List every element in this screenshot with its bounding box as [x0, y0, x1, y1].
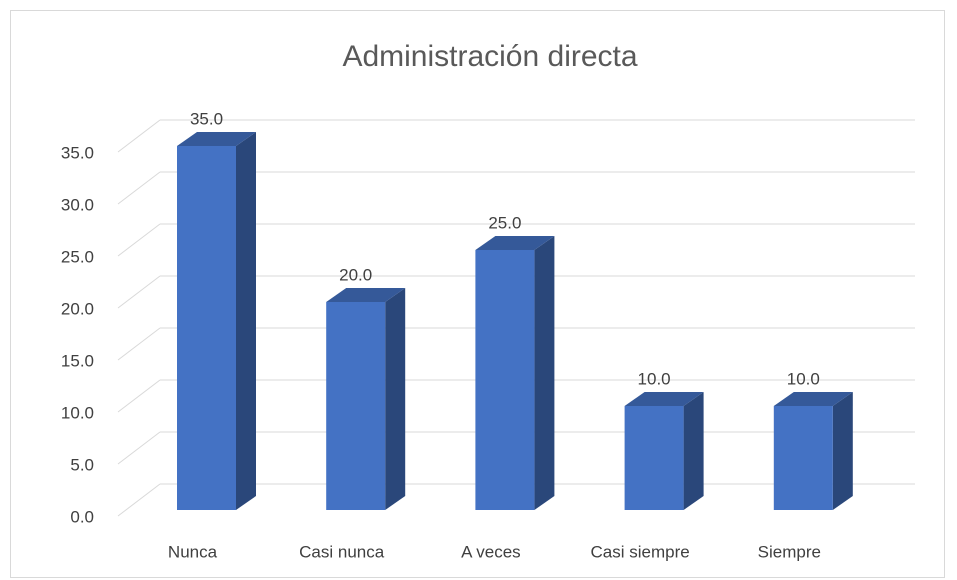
y-tick-label: 0.0: [70, 507, 94, 526]
data-label: 10.0: [787, 369, 820, 388]
bar: [177, 146, 236, 510]
bar-top: [326, 288, 406, 302]
x-tick-label: Nunca: [168, 542, 218, 561]
bar: [326, 302, 386, 510]
bar: [773, 406, 833, 510]
y-tick-label: 30.0: [61, 195, 94, 214]
y-tick-label: 10.0: [61, 403, 94, 422]
grid-line-side: [117, 171, 161, 205]
bar-side: [534, 236, 555, 510]
grid-line-side: [117, 275, 161, 309]
y-tick-label: 25.0: [61, 247, 94, 266]
grid-line-side: [117, 119, 161, 153]
x-tick-label: Siempre: [758, 542, 821, 561]
data-label: 10.0: [638, 369, 671, 388]
bar: [475, 250, 535, 510]
grid-line-side: [117, 379, 161, 413]
data-label: 25.0: [488, 213, 521, 232]
bar-side: [385, 288, 406, 510]
y-tick-label: 15.0: [61, 351, 94, 370]
bar-top: [624, 392, 704, 406]
data-label: 20.0: [339, 265, 372, 284]
bar-top: [177, 132, 256, 146]
grid-line-side: [117, 223, 161, 257]
x-tick-label: Casi siempre: [590, 542, 689, 561]
bar-side: [683, 392, 704, 510]
data-label: 35.0: [190, 109, 223, 128]
y-tick-label: 20.0: [61, 299, 94, 318]
bar-side: [832, 392, 853, 510]
x-tick-label: A veces: [461, 542, 521, 561]
bar-top: [773, 392, 853, 406]
bar-top: [475, 236, 555, 250]
grid-line-side: [117, 483, 161, 517]
grid-line-side: [117, 327, 161, 361]
y-tick-label: 35.0: [61, 143, 94, 162]
grid-line-side: [117, 431, 161, 465]
bar-side: [236, 132, 256, 510]
bar: [624, 406, 684, 510]
x-tick-label: Casi nunca: [299, 542, 385, 561]
y-tick-label: 5.0: [70, 455, 94, 474]
chart-title: Administración directa: [342, 40, 637, 73]
